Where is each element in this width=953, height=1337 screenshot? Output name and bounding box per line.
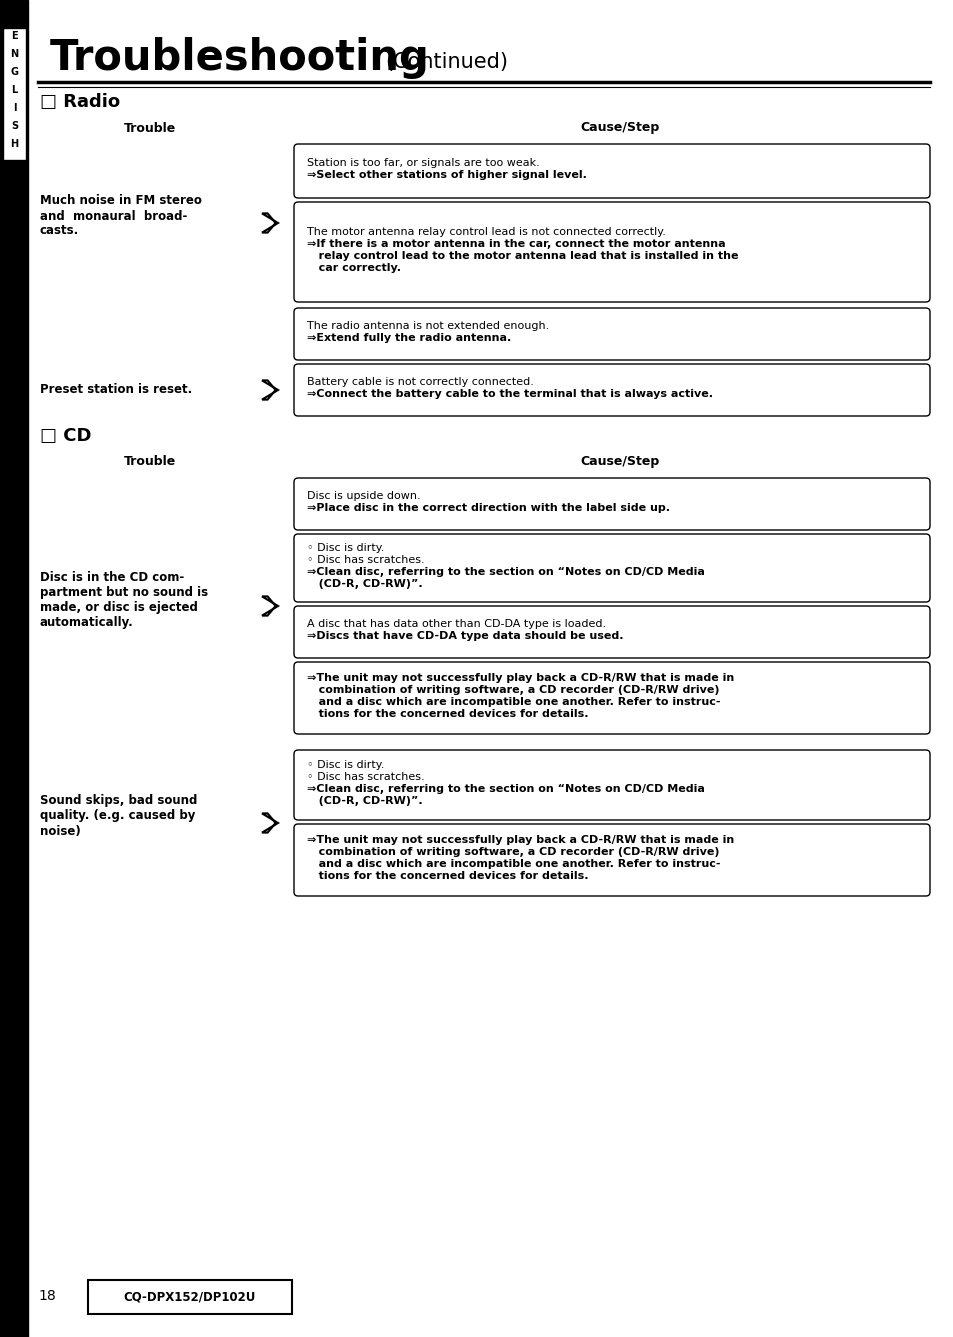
Text: ⇒Extend fully the radio antenna.: ⇒Extend fully the radio antenna. [307,333,511,342]
Text: tions for the concerned devices for details.: tions for the concerned devices for deta… [307,870,588,881]
Text: ⇒The unit may not successfully play back a CD-R/RW that is made in: ⇒The unit may not successfully play back… [307,673,734,683]
Text: ⇒The unit may not successfully play back a CD-R/RW that is made in: ⇒The unit may not successfully play back… [307,834,734,845]
Text: L: L [11,86,17,95]
Text: made, or disc is ejected: made, or disc is ejected [40,602,197,615]
FancyBboxPatch shape [294,662,929,734]
Text: and a disc which are incompatible one another. Refer to instruc-: and a disc which are incompatible one an… [307,858,720,869]
Text: partment but no sound is: partment but no sound is [40,587,208,599]
Text: ⇒If there is a motor antenna in the car, connect the motor antenna: ⇒If there is a motor antenna in the car,… [307,238,725,249]
Text: car correctly.: car correctly. [307,262,400,273]
Text: (Continued): (Continued) [385,52,507,72]
Text: Disc is upside down.: Disc is upside down. [307,491,420,500]
Text: I: I [12,103,16,114]
Text: ⇒Connect the battery cable to the terminal that is always active.: ⇒Connect the battery cable to the termin… [307,389,712,398]
Text: and a disc which are incompatible one another. Refer to instruc-: and a disc which are incompatible one an… [307,697,720,706]
Text: noise): noise) [40,825,81,837]
FancyBboxPatch shape [294,364,929,416]
FancyBboxPatch shape [294,533,929,602]
Text: Battery cable is not correctly connected.: Battery cable is not correctly connected… [307,377,534,386]
Text: E: E [11,31,18,41]
Text: Cause/Step: Cause/Step [579,122,659,135]
Text: tions for the concerned devices for details.: tions for the concerned devices for deta… [307,709,588,718]
Text: 9: 9 [10,172,18,183]
Text: and  monaural  broad-: and monaural broad- [40,210,187,222]
Text: H: H [10,139,18,148]
Text: ⇒Clean disc, referring to the section on “Notes on CD/CD Media: ⇒Clean disc, referring to the section on… [307,783,704,794]
Text: ◦ Disc is dirty.: ◦ Disc is dirty. [307,759,384,770]
Text: CQ-DPX152/DP102U: CQ-DPX152/DP102U [124,1290,256,1304]
Text: ◦ Disc is dirty.: ◦ Disc is dirty. [307,543,384,552]
Text: Trouble: Trouble [124,122,176,135]
Text: ⇒Discs that have CD-DA type data should be used.: ⇒Discs that have CD-DA type data should … [307,631,623,640]
FancyBboxPatch shape [294,824,929,896]
Text: (CD-R, CD-RW)”.: (CD-R, CD-RW)”. [307,579,422,588]
Text: combination of writing software, a CD recorder (CD-R/RW drive): combination of writing software, a CD re… [307,846,719,857]
Text: Station is too far, or signals are too weak.: Station is too far, or signals are too w… [307,158,539,167]
Text: ⇒Place disc in the correct direction with the label side up.: ⇒Place disc in the correct direction wit… [307,503,669,512]
Text: Much noise in FM stereo: Much noise in FM stereo [40,194,202,207]
FancyBboxPatch shape [88,1280,292,1314]
Text: ⇒Select other stations of higher signal level.: ⇒Select other stations of higher signal … [307,170,586,179]
Text: Cause/Step: Cause/Step [579,456,659,468]
Bar [0,0,28,1337]
Text: □ Radio: □ Radio [40,94,120,111]
FancyBboxPatch shape [3,28,26,160]
Text: Sound skips, bad sound: Sound skips, bad sound [40,794,197,808]
Text: Preset station is reset.: Preset station is reset. [40,384,193,397]
Text: Disc is in the CD com-: Disc is in the CD com- [40,571,184,584]
Text: ⇒Clean disc, referring to the section on “Notes on CD/CD Media: ⇒Clean disc, referring to the section on… [307,567,704,576]
Text: ◦ Disc has scratches.: ◦ Disc has scratches. [307,771,424,782]
Text: □ CD: □ CD [40,427,91,445]
Text: casts.: casts. [40,225,79,238]
Text: ◦ Disc has scratches.: ◦ Disc has scratches. [307,555,424,564]
Text: Trouble: Trouble [124,456,176,468]
FancyBboxPatch shape [294,144,929,198]
Text: The radio antenna is not extended enough.: The radio antenna is not extended enough… [307,321,549,330]
Text: The motor antenna relay control lead is not connected correctly.: The motor antenna relay control lead is … [307,226,665,237]
Text: relay control lead to the motor antenna lead that is installed in the: relay control lead to the motor antenna … [307,250,738,261]
Text: Troubleshooting: Troubleshooting [50,37,430,79]
Text: S: S [10,122,18,131]
Text: 18: 18 [38,1289,55,1304]
Text: (CD-R, CD-RW)”.: (CD-R, CD-RW)”. [307,796,422,806]
Text: A disc that has data other than CD-DA type is loaded.: A disc that has data other than CD-DA ty… [307,619,605,628]
FancyBboxPatch shape [294,606,929,658]
FancyBboxPatch shape [294,202,929,302]
Text: G: G [10,67,18,78]
FancyBboxPatch shape [294,479,929,529]
FancyBboxPatch shape [294,750,929,820]
Text: combination of writing software, a CD recorder (CD-R/RW drive): combination of writing software, a CD re… [307,685,719,695]
Text: quality. (e.g. caused by: quality. (e.g. caused by [40,809,195,822]
FancyBboxPatch shape [294,308,929,360]
Text: automatically.: automatically. [40,616,133,630]
Text: N: N [10,49,18,59]
